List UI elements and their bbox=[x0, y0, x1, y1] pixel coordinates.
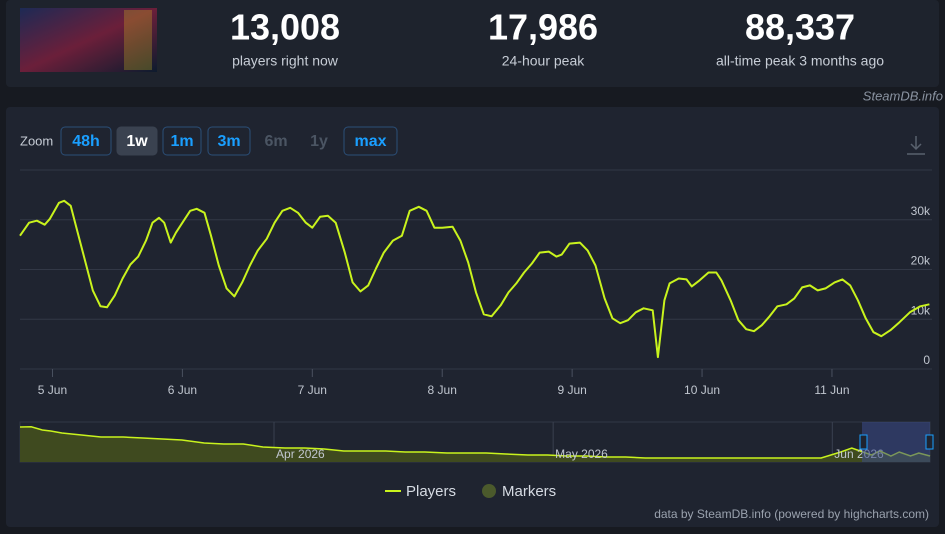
stat-value: 88,337 bbox=[745, 7, 855, 48]
stat-value: 17,986 bbox=[488, 7, 598, 48]
x-tick-label: 8 Jun bbox=[428, 383, 457, 397]
zoom-button-label[interactable]: 48h bbox=[72, 133, 100, 150]
zoom-button-label[interactable]: max bbox=[354, 133, 386, 150]
source-label[interactable]: SteamDB.info bbox=[863, 88, 943, 103]
zoom-button[interactable] bbox=[162, 126, 202, 156]
navigator: Apr 2026 May 2026 Jun 2026 bbox=[19, 421, 931, 463]
y-tick-label: 30k bbox=[911, 204, 931, 218]
x-tick-label: 7 Jun bbox=[298, 383, 327, 397]
legend-marker[interactable] bbox=[482, 484, 496, 498]
zoom-button[interactable] bbox=[60, 126, 112, 156]
legend-label[interactable]: Markers bbox=[502, 483, 556, 500]
navigator-window[interactable] bbox=[862, 422, 930, 462]
zoom-buttons: 48h 1w 1m 3m 6m 1y max bbox=[60, 126, 398, 156]
x-tick-label: 5 Jun bbox=[38, 383, 67, 397]
zoom-label: Zoom bbox=[20, 133, 53, 148]
navigator-handle[interactable] bbox=[925, 434, 934, 450]
x-tick-label: 9 Jun bbox=[557, 383, 586, 397]
thumbnail-logo bbox=[124, 10, 152, 70]
y-tick-label: 20k bbox=[911, 254, 931, 268]
x-tick-label: 10 Jun bbox=[684, 383, 720, 397]
navigator-line bbox=[19, 426, 931, 459]
zoom-button[interactable] bbox=[207, 126, 251, 156]
credits[interactable]: data by SteamDB.info (powered by highcha… bbox=[654, 507, 929, 521]
y-tick-label: 0 bbox=[923, 353, 930, 367]
zoom-button-label[interactable]: 1w bbox=[126, 133, 148, 150]
stat-label: 24-hour peak bbox=[502, 53, 586, 69]
zoom-button[interactable] bbox=[343, 126, 398, 156]
zoom-button-label[interactable]: 1m bbox=[170, 133, 193, 150]
navigator-handle[interactable] bbox=[859, 434, 868, 450]
navigator-tick-label: Apr 2026 bbox=[276, 447, 325, 461]
stat-value: 13,008 bbox=[230, 7, 340, 48]
header-panel bbox=[6, 0, 939, 87]
download-icon[interactable] bbox=[907, 136, 925, 155]
zoom-button-label: 6m bbox=[264, 133, 287, 150]
zoom-button-label[interactable]: 3m bbox=[217, 133, 240, 150]
game-thumbnail[interactable] bbox=[20, 8, 157, 72]
navigator-area bbox=[20, 426, 930, 462]
zoom-button[interactable] bbox=[116, 126, 158, 156]
main-chart: 0 10k 20k 30k 5 Jun 6 Jun 7 Jun 8 Jun 9 Jun 10 Ju… bbox=[19, 199, 932, 397]
stat-label: players right now bbox=[232, 53, 339, 69]
stat-label: all-time peak 3 months ago bbox=[716, 53, 884, 69]
legend-label[interactable]: Players bbox=[406, 483, 456, 500]
x-tick-label: 6 Jun bbox=[168, 383, 197, 397]
y-tick-label: 10k bbox=[911, 303, 931, 317]
navigator-tick-label: May 2026 bbox=[555, 447, 608, 461]
line-series bbox=[19, 199, 930, 359]
x-tick-label: 11 Jun bbox=[814, 383, 849, 397]
zoom-button-label: 1y bbox=[310, 133, 328, 150]
